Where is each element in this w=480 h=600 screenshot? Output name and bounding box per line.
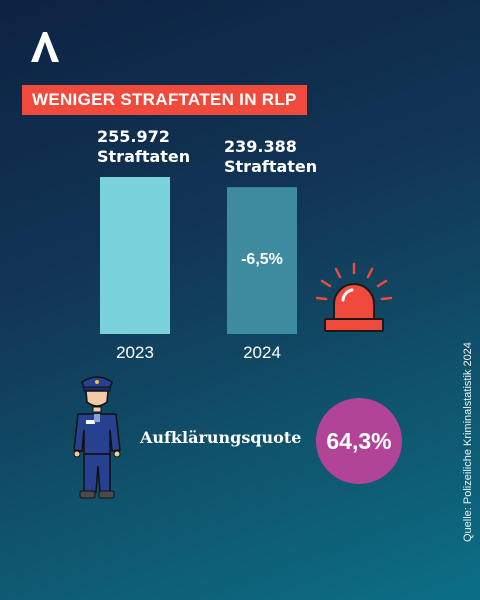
value-unit: Straftaten <box>97 147 191 166</box>
year-label-2023: 2023 <box>116 343 154 362</box>
value-label-2023: 255.972 Straftaten <box>97 127 190 167</box>
year-label-2024: 2024 <box>243 343 281 362</box>
value-number: 239.388 <box>224 137 297 157</box>
headline-banner: WENIGER STRAFTATEN IN RLP <box>22 85 307 115</box>
siren-icon <box>316 262 392 332</box>
clearance-rate-badge: 64,3% <box>316 398 402 484</box>
clearance-rate-label: Aufklärungsquote <box>140 428 302 447</box>
bar-2024 <box>227 187 297 334</box>
change-label: -6,5% <box>241 250 283 268</box>
broadcaster-logo-icon <box>31 32 59 62</box>
police-officer-icon <box>73 376 121 499</box>
value-unit: Straftaten <box>224 157 318 177</box>
clearance-rate-value: 64,3% <box>326 427 392 454</box>
value-number: 255.972 <box>97 127 170 146</box>
bar-2023 <box>100 177 170 334</box>
source-note: Quelle: Polizeiliche Kriminalstatistik 2… <box>462 342 474 542</box>
value-label-2024: 239.388 Straftaten <box>224 137 317 177</box>
